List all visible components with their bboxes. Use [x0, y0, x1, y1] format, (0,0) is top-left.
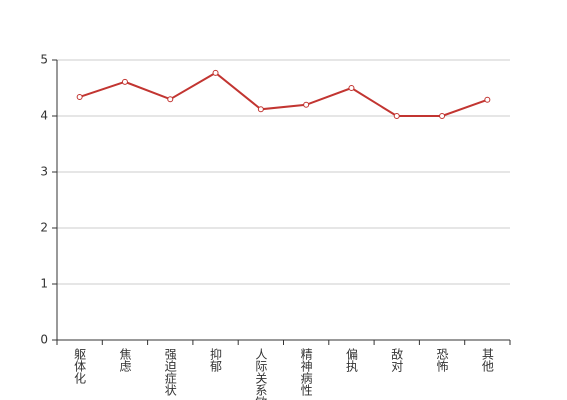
- y-tick-label: 5: [40, 53, 48, 67]
- x-tick-label: 精神病性: [299, 348, 313, 397]
- x-tick-label: 强迫症状: [163, 348, 177, 396]
- point: [303, 101, 310, 108]
- y-tick-label: 1: [40, 277, 48, 291]
- x-tick-label: 躯体化: [73, 347, 87, 385]
- x-tick-label: 偏执: [344, 347, 358, 373]
- line: [79, 71, 488, 117]
- point: [348, 85, 355, 91]
- x-tick-label: 恐怖: [435, 348, 449, 372]
- y-tick-label: 0: [40, 333, 48, 347]
- point: [257, 106, 264, 113]
- point: [76, 93, 83, 100]
- point: [212, 69, 219, 76]
- point: [484, 96, 491, 103]
- point: [121, 78, 128, 85]
- point: [393, 113, 400, 119]
- y-tick-label: 3: [40, 165, 48, 179]
- x-tick-label: 抑郁: [209, 347, 223, 373]
- x-tick-label: 敌对: [390, 347, 404, 372]
- point: [439, 113, 446, 119]
- point: [167, 96, 174, 103]
- x-tick-label: 人际关系敏感: [254, 348, 268, 400]
- y-tick-label: 4: [40, 109, 48, 123]
- x-tick-label: 其他: [480, 348, 494, 372]
- y-tick-label: 2: [40, 221, 48, 235]
- x-tick-label: 焦虑: [118, 348, 132, 372]
